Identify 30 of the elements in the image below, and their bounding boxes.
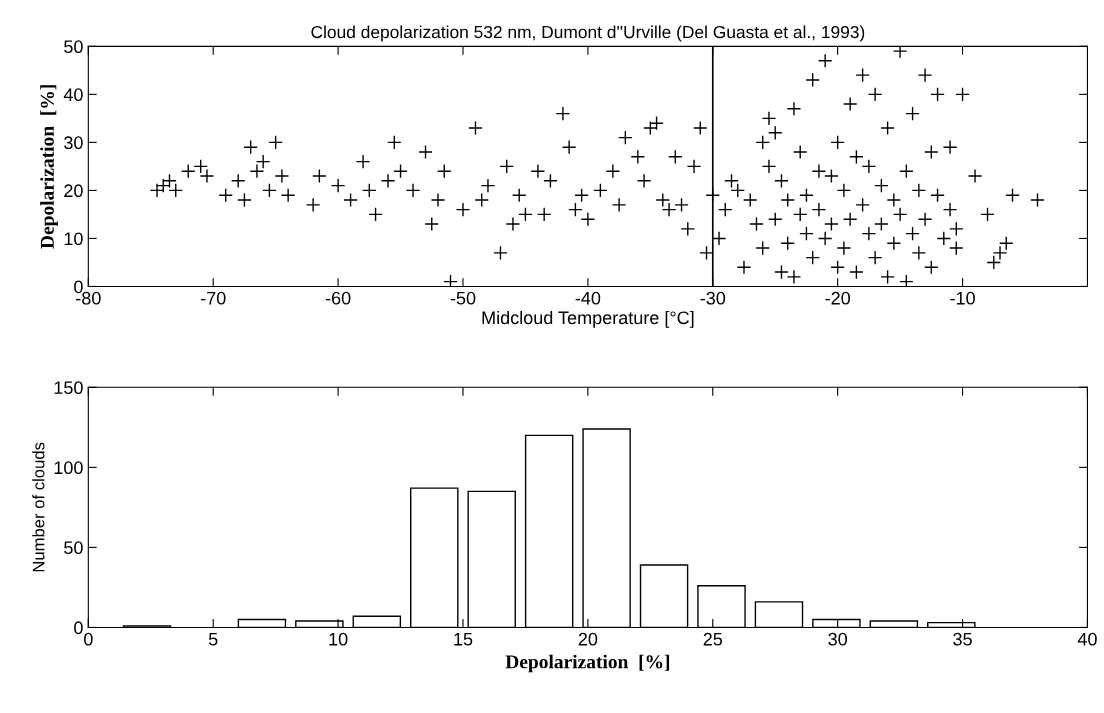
x-tick-label: 35 [953,632,972,646]
x-tick-label: 5 [208,632,218,646]
x-tick-label: -70 [200,291,226,305]
x-tick-label: -10 [950,291,975,305]
x-tick-label: -60 [325,291,351,305]
y-tick-label: 50 [64,541,83,555]
x-tick-label: 20 [578,632,598,646]
x-axis-title: Midcloud Temperature [°C] [482,310,694,328]
y-axis-title: Number of clouds [32,442,45,572]
y-tick-label: 0 [74,621,83,635]
y-tick-label: 20 [64,184,83,198]
y-tick-label: 10 [64,232,83,246]
y-tick-label: 50 [64,40,83,54]
y-tick-label: 40 [63,88,83,102]
x-tick-label: 25 [703,632,723,646]
chart-title: Cloud depolarization 532 nm, Dumont d''Urville (Del Guasta et al., 1993) [311,25,865,42]
x-tick-label: 15 [454,632,473,646]
x-tick-label: 40 [1077,632,1097,646]
x-axis-title: Depolarization [%] [505,654,670,673]
y-axis-title: Depolarization [%] [40,85,58,249]
x-tick-label: -50 [450,291,476,305]
y-tick-label: 100 [54,461,83,475]
x-tick-label: 10 [329,632,348,646]
x-tick-label: -20 [825,291,850,305]
x-tick-label: -40 [575,291,601,305]
x-tick-label: -30 [700,291,726,305]
x-tick-label: 0 [84,632,93,646]
y-tick-label: 150 [54,381,83,395]
y-tick-label: 30 [64,136,83,150]
x-tick-label: 30 [828,632,847,646]
